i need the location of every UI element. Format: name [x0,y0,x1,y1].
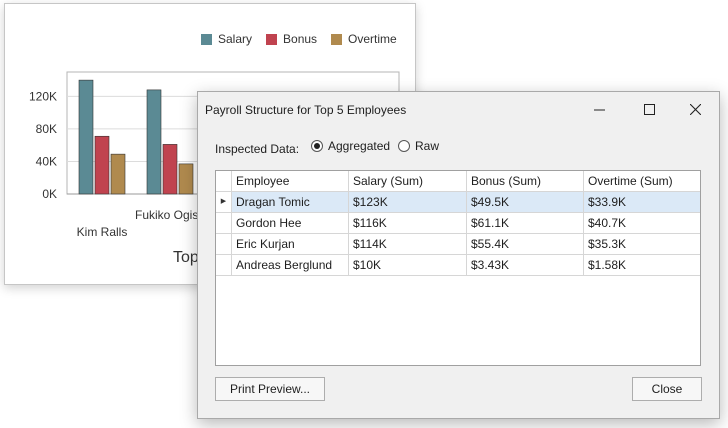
print-preview-button[interactable]: Print Preview... [215,377,325,401]
table-row[interactable]: Andreas Berglund $10K $3.43K $1.58K [216,255,700,276]
bar-overtime [178,163,194,195]
chart-legend: Salary Bonus Overtime [201,32,397,46]
close-button[interactable]: Close [632,377,702,401]
minimize-icon [593,109,605,110]
cell-employee[interactable]: Gordon Hee [232,213,349,234]
legend-label-bonus: Bonus [283,32,318,46]
row-indicator [216,213,232,234]
cell-employee[interactable]: Eric Kurjan [232,234,349,255]
data-grid[interactable]: Employee Salary (Sum) Bonus (Sum) Overti… [215,170,701,366]
maximize-button[interactable] [626,92,672,126]
cell-bonus[interactable]: $55.4K [467,234,584,255]
row-indicator-header [216,171,232,192]
legend-item-bonus: Bonus [266,32,317,46]
x-category-label: Kim Ralls [77,225,128,239]
legend-item-salary: Salary [201,32,252,46]
table-row[interactable]: ▶ Dragan Tomic $123K $49.5K $33.9K [216,192,700,213]
legend-label-salary: Salary [218,32,253,46]
cell-overtime[interactable]: $35.3K [584,234,700,255]
cell-employee[interactable]: Dragan Tomic [232,192,349,213]
cell-bonus[interactable]: $61.1K [467,213,584,234]
legend-item-overtime: Overtime [331,32,397,46]
radio-aggregated-label[interactable]: Aggregated [328,139,391,153]
radio-aggregated[interactable]: Aggregated [311,139,390,153]
bar-bonus [94,135,110,195]
cell-bonus[interactable]: $3.43K [467,255,584,276]
table-row[interactable]: Gordon Hee $116K $61.1K $40.7K [216,213,700,234]
cell-overtime[interactable]: $33.9K [584,192,700,213]
radio-checked-icon[interactable] [311,140,323,152]
y-tick-label: 80K [36,122,57,136]
cell-salary[interactable]: $116K [349,213,467,234]
legend-swatch-overtime [331,33,343,45]
row-indicator [216,255,232,276]
radio-raw-label[interactable]: Raw [415,139,440,153]
x-axis-title: Top [173,249,199,266]
dialog-titlebar[interactable]: Payroll Structure for Top 5 Employees [198,92,719,126]
y-tick-label: 40K [36,154,57,168]
row-indicator [216,234,232,255]
close-icon [689,103,701,115]
legend-label-overtime: Overtime [348,32,397,46]
cell-overtime[interactable]: $40.7K [584,213,700,234]
y-tick-label: 120K [29,89,57,103]
grid-header: Employee Salary (Sum) Bonus (Sum) Overti… [216,171,700,192]
cell-overtime[interactable]: $1.58K [584,255,700,276]
bar-overtime [110,153,126,195]
row-indicator-arrow-icon: ▶ [216,192,232,213]
bar-salary [146,89,162,195]
cell-salary[interactable]: $123K [349,192,467,213]
radio-raw[interactable]: Raw [398,139,439,153]
maximize-icon [643,103,655,115]
bar-bonus [162,144,178,195]
table-row[interactable]: Eric Kurjan $114K $55.4K $35.3K [216,234,700,255]
dialog-title: Payroll Structure for Top 5 Employees [205,103,407,117]
inspected-data-label: Inspected Data: [215,142,300,156]
payroll-dialog: Payroll Structure for Top 5 Employees In… [197,91,720,419]
bar-salary [78,79,94,195]
column-header-overtime[interactable]: Overtime (Sum) [584,171,700,192]
cell-salary[interactable]: $10K [349,255,467,276]
cell-employee[interactable]: Andreas Berglund [232,255,349,276]
column-header-bonus[interactable]: Bonus (Sum) [467,171,584,192]
x-category-label: Fukiko Ogisu [135,208,205,222]
column-header-employee[interactable]: Employee [232,171,349,192]
legend-swatch-salary [201,33,212,45]
minimize-button[interactable] [576,92,622,126]
legend-swatch-bonus [266,33,278,45]
close-window-button[interactable] [672,92,718,126]
column-header-salary[interactable]: Salary (Sum) [349,171,467,192]
radio-unchecked-icon[interactable] [398,140,410,152]
y-tick-label: 0K [42,187,57,201]
cell-salary[interactable]: $114K [349,234,467,255]
cell-bonus[interactable]: $49.5K [467,192,584,213]
